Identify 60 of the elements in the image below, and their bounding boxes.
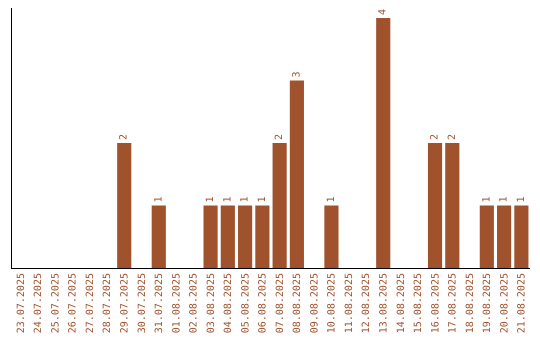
bar: [255, 206, 270, 268]
x-tick-label: 23.07.2025: [16, 273, 27, 334]
x-tick-label: 21.08.2025: [516, 273, 528, 334]
bar: [514, 206, 528, 268]
data-label: 1: [326, 196, 337, 202]
data-label: 1: [481, 196, 492, 202]
bar: [203, 206, 218, 268]
x-tick-label: 27.07.2025: [84, 273, 96, 334]
bar: [117, 143, 132, 268]
x-tick-label: 25.07.2025: [50, 273, 62, 334]
bar: [428, 143, 442, 268]
x-tick-label: 16.08.2025: [430, 273, 442, 334]
x-tick-label: 17.08.2025: [448, 273, 459, 334]
bar: [445, 143, 460, 268]
x-tick-label: 11.08.2025: [344, 273, 355, 334]
x-tick-label: 15.08.2025: [413, 273, 424, 334]
x-tick-label: 29.07.2025: [119, 273, 130, 334]
bar: [220, 206, 235, 268]
data-label: 1: [498, 196, 510, 202]
bar: [480, 206, 494, 268]
bar: [290, 80, 304, 268]
bar: [324, 206, 339, 268]
bar: [497, 206, 512, 268]
x-tick-label: 07.08.2025: [274, 273, 286, 334]
x-tick-label: 01.08.2025: [171, 273, 182, 334]
x-tick-label: 24.07.2025: [33, 273, 44, 334]
data-label: 2: [430, 134, 441, 140]
data-label: 1: [256, 196, 268, 202]
data-label: 2: [274, 134, 286, 140]
data-label: 4: [378, 8, 389, 15]
data-label: 1: [516, 196, 527, 202]
x-tick-label: 18.08.2025: [464, 273, 476, 334]
x-tick-label: 28.07.2025: [102, 273, 114, 334]
x-tick-label: 30.07.2025: [136, 273, 148, 334]
x-tick-label: 14.08.2025: [396, 273, 407, 334]
data-label: 1: [222, 196, 234, 202]
data-label: 1: [153, 196, 164, 202]
x-tick-label: 31.07.2025: [154, 273, 166, 334]
x-tick-label: 06.08.2025: [258, 273, 269, 334]
x-tick-label: 09.08.2025: [309, 273, 320, 334]
x-tick-label: 26.07.2025: [68, 273, 79, 334]
x-tick-label: 05.08.2025: [240, 273, 252, 334]
data-label: 1: [240, 196, 251, 202]
bar: [238, 206, 252, 268]
x-tick-label: 10.08.2025: [326, 273, 338, 334]
x-tick-label: 08.08.2025: [292, 273, 304, 334]
x-tick-label: 02.08.2025: [188, 273, 200, 334]
x-tick-label: 20.08.2025: [499, 273, 510, 334]
x-tick-label: 12.08.2025: [361, 273, 372, 334]
bar: [376, 18, 390, 268]
data-label: 2: [446, 134, 458, 140]
data-label: 1: [205, 196, 216, 202]
bar: [272, 143, 287, 268]
x-tick-label: 19.08.2025: [482, 273, 494, 334]
x-tick-label: 03.08.2025: [206, 273, 217, 334]
x-tick-label: 13.08.2025: [378, 273, 390, 334]
data-label: 3: [291, 71, 302, 78]
data-label: 2: [118, 134, 130, 140]
x-tick-label: 04.08.2025: [223, 273, 234, 334]
bar: [152, 206, 166, 268]
